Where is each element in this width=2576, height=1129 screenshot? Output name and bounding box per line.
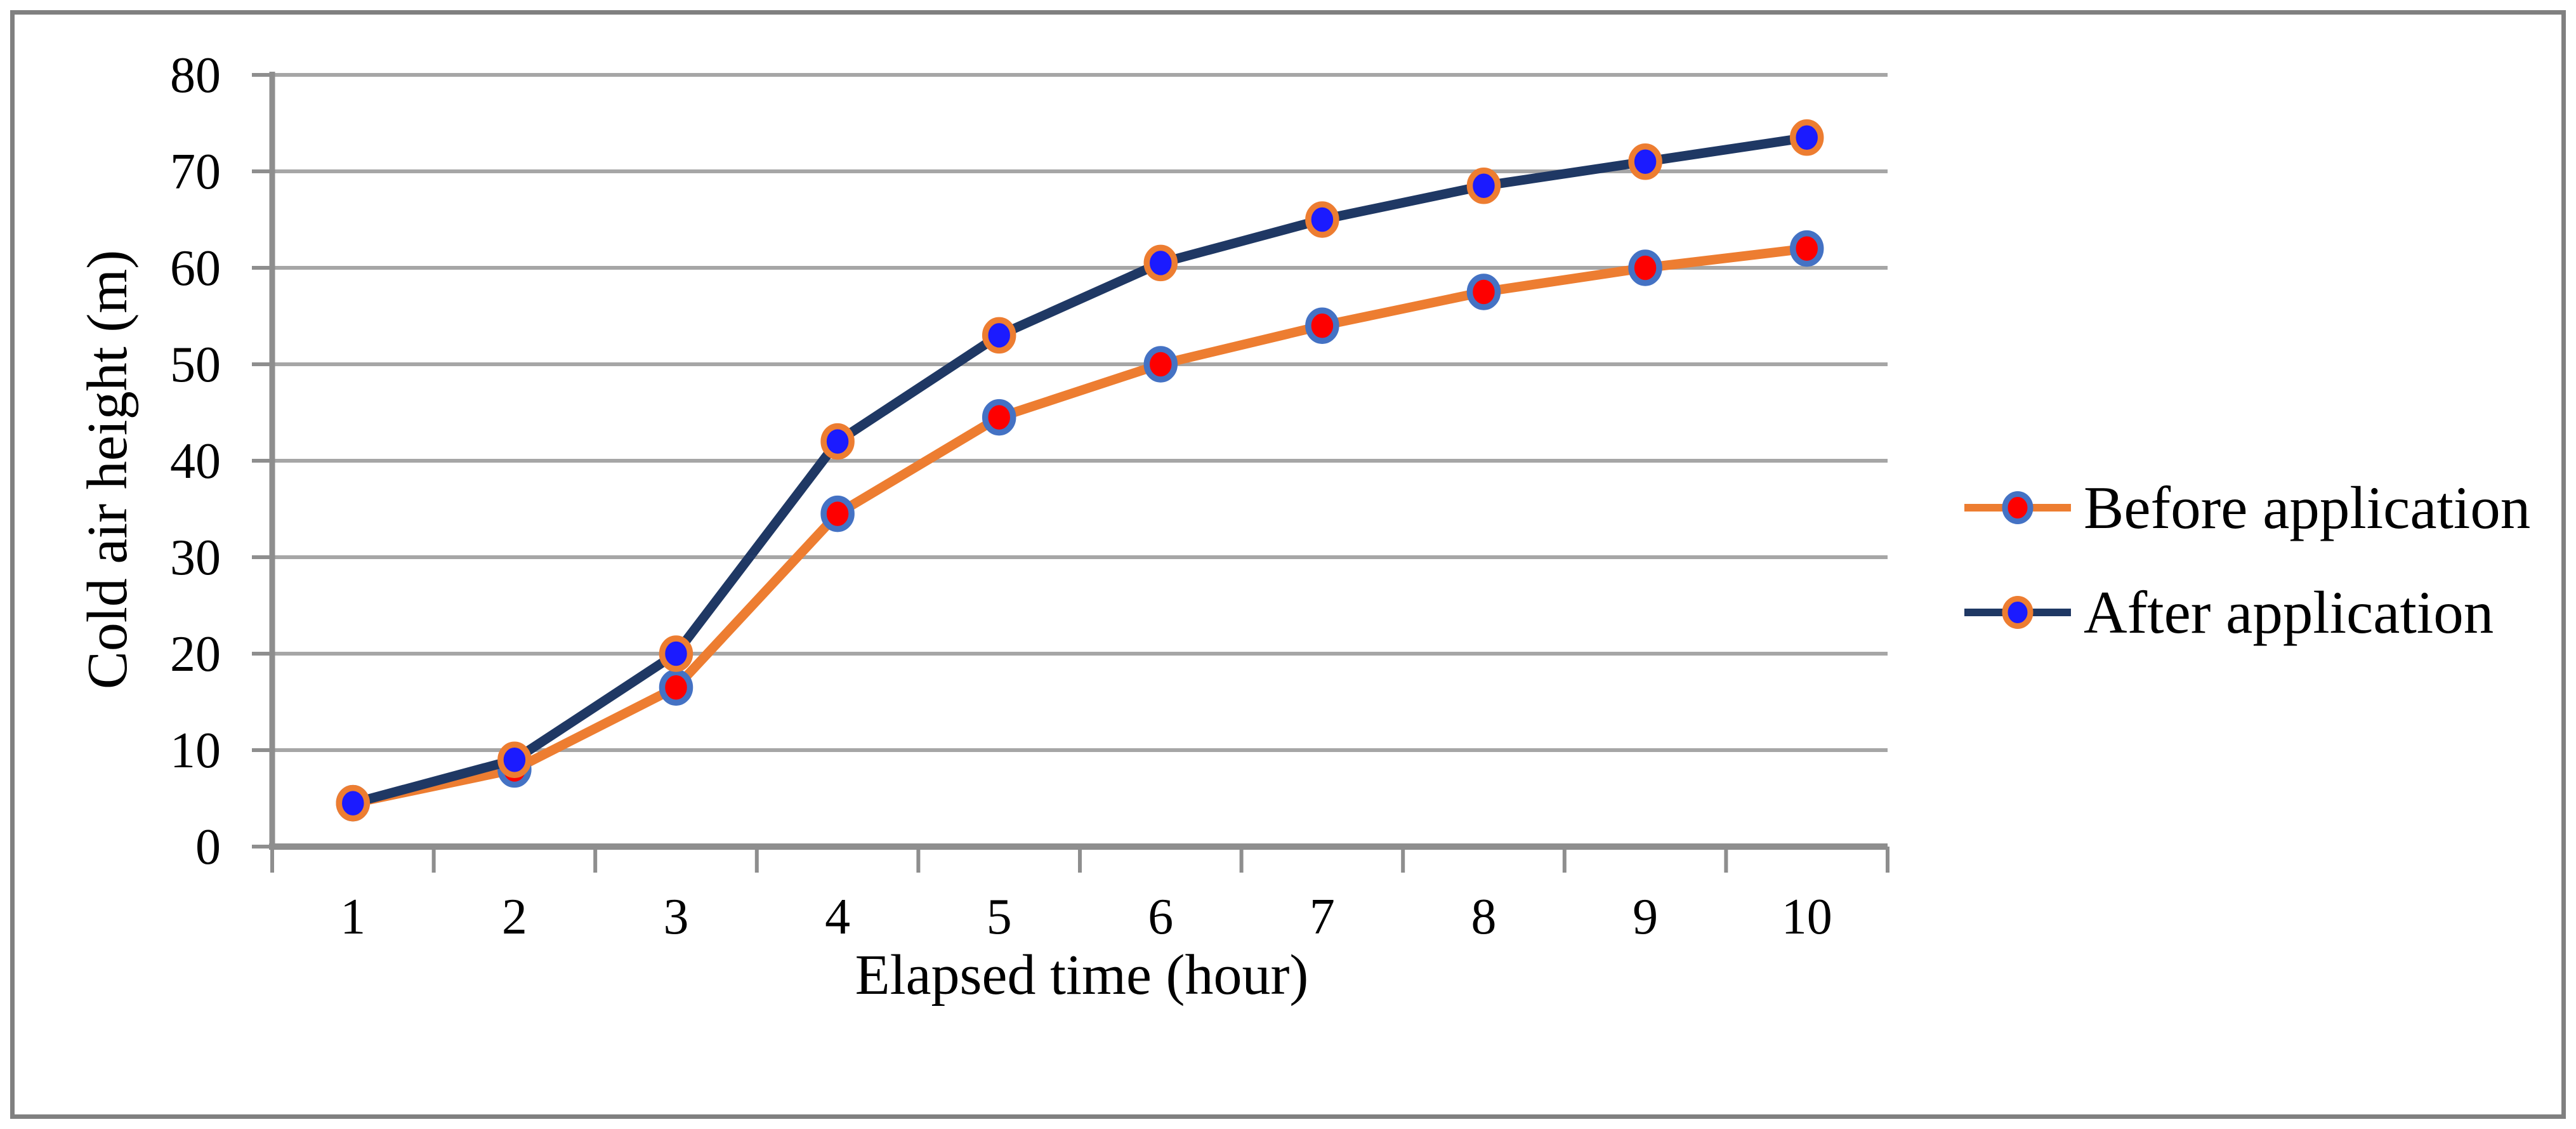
- legend-entry: After application: [1964, 574, 2530, 650]
- legend-label: Before application: [2084, 473, 2531, 541]
- data-point-marker: [1628, 249, 1662, 286]
- data-point-marker: [659, 669, 693, 706]
- legend-marker-sample: [2002, 491, 2034, 524]
- y-axis-title: Cold air height (m): [76, 249, 139, 690]
- data-point-marker: [982, 317, 1016, 354]
- x-tick-label: 2: [502, 889, 527, 945]
- x-tick-label: 7: [1310, 889, 1335, 945]
- y-tick-label: 20: [170, 626, 221, 682]
- series-line-1: [348, 133, 1812, 809]
- x-tick-label: 10: [1782, 889, 1832, 945]
- x-tick-label: 9: [1633, 889, 1658, 945]
- legend-marker-sample: [2002, 596, 2034, 629]
- data-point-marker: [1789, 119, 1824, 156]
- legend-label: After application: [2084, 578, 2494, 646]
- data-point-marker: [659, 635, 693, 672]
- series-line-0: [348, 244, 1812, 809]
- y-tick-label: 0: [195, 819, 221, 875]
- x-tick-label: 4: [825, 889, 850, 945]
- y-tick-label: 40: [170, 433, 221, 489]
- y-tick-label: 80: [170, 48, 221, 103]
- data-point-marker: [820, 495, 855, 532]
- y-tick-label: 70: [170, 144, 221, 200]
- data-point-marker: [497, 741, 532, 778]
- data-point-marker: [1466, 168, 1501, 204]
- data-point-marker: [820, 423, 855, 460]
- x-axis-title: Elapsed time (hour): [855, 944, 1309, 1007]
- legend: Before application After application: [1964, 470, 2530, 679]
- data-point-marker: [1305, 307, 1339, 344]
- x-tick-label: 5: [987, 889, 1012, 945]
- y-tick-label: 30: [170, 530, 221, 586]
- data-point-marker: [982, 399, 1016, 436]
- data-point-marker: [1143, 244, 1178, 282]
- data-point-marker: [1143, 346, 1178, 383]
- data-point-marker: [1305, 201, 1339, 238]
- y-tick-label: 50: [170, 337, 221, 393]
- x-tick-label: 3: [664, 889, 689, 945]
- legend-marker-icon: [1964, 596, 2071, 629]
- x-tick-label: 6: [1148, 889, 1173, 945]
- legend-marker-icon: [1964, 491, 2071, 524]
- x-tick-label: 8: [1471, 889, 1497, 945]
- data-point-marker: [1628, 143, 1662, 180]
- y-tick-label: 10: [170, 723, 221, 779]
- y-tick-label: 60: [170, 241, 221, 296]
- data-point-marker: [336, 784, 371, 822]
- x-tick-label: 1: [340, 889, 365, 945]
- data-point-marker: [1789, 230, 1824, 267]
- data-point-marker: [1466, 274, 1501, 310]
- legend-entry: Before application: [1964, 470, 2530, 546]
